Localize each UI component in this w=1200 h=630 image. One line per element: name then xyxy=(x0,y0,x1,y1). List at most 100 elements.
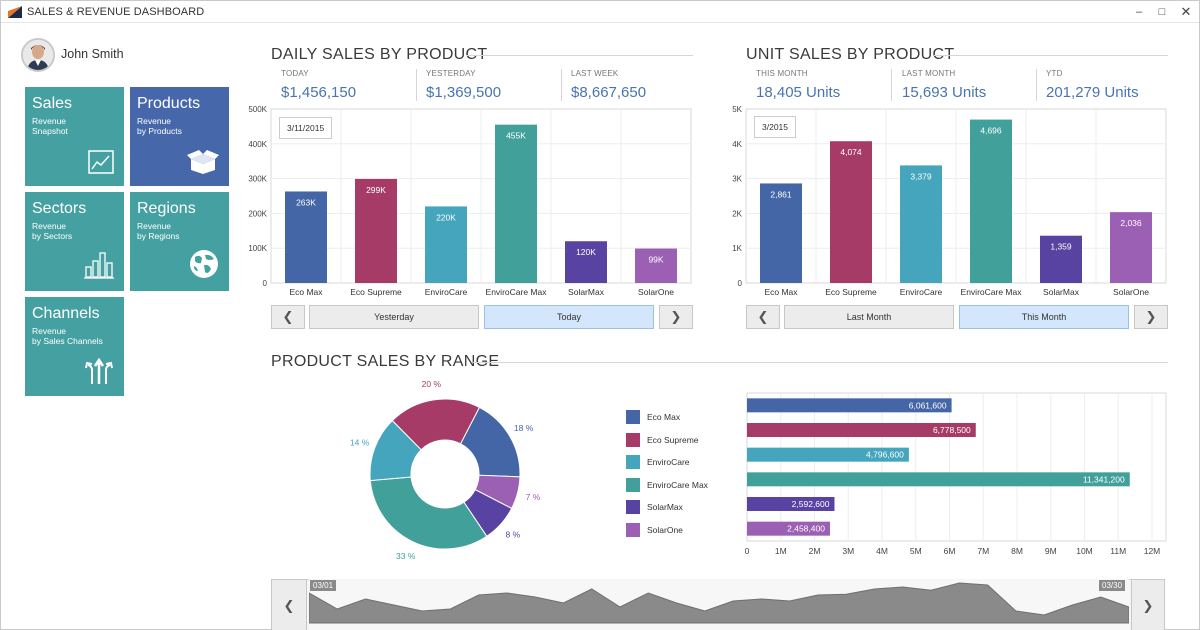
user-photo-icon xyxy=(23,40,53,70)
data-label: 6,778,500 xyxy=(933,425,971,435)
bar xyxy=(425,206,467,283)
section-divider xyxy=(466,55,693,56)
channels-icon xyxy=(85,357,113,384)
unit-sales-chart: 0 1K 2K 3K 4K 5K 2,861 Eco Max 4,074 Eco Supreme 3… xyxy=(732,105,1167,297)
range-hbar-chart: 0 1M 2M 3M 4M 5M 6M 7M 8M 9M 10M 11M 12M 6,061,600 6,7… xyxy=(745,392,1167,556)
x-tick-label: 8M xyxy=(1011,546,1023,556)
y-tick-label: 200K xyxy=(248,209,267,218)
legend-label: SolarOne xyxy=(647,524,683,535)
x-tick-label: EnviroCare Max xyxy=(486,287,548,297)
area-series xyxy=(309,582,1129,624)
bar xyxy=(1110,212,1152,283)
tile-subtitle: Revenue xyxy=(32,326,67,336)
data-label: 6,061,600 xyxy=(909,400,947,410)
range-navigator-area xyxy=(309,579,1129,630)
x-tick-label: EnviroCare Max xyxy=(961,287,1023,297)
y-tick-label: 2K xyxy=(732,209,742,218)
range-end-label[interactable]: 03/30 xyxy=(1099,580,1126,591)
close-button[interactable]: ✕ xyxy=(1180,4,1192,19)
slice-label: 8 % xyxy=(506,530,521,540)
bar xyxy=(900,165,942,283)
bar-chart-icon xyxy=(84,252,114,279)
data-label: 2,592,600 xyxy=(792,499,830,509)
unit-this-month-button[interactable]: This Month xyxy=(959,305,1129,329)
bar xyxy=(747,423,976,437)
daily-today-button[interactable]: Today xyxy=(484,305,654,329)
window-title: SALES & REVENUE DASHBOARD xyxy=(27,6,205,18)
legend-label: Eco Supreme xyxy=(647,434,699,445)
data-label: 4,796,600 xyxy=(866,450,904,460)
unit-next-button[interactable]: ❯ xyxy=(1134,305,1168,329)
data-label: 4,074 xyxy=(840,147,862,157)
data-label: 2,861 xyxy=(770,189,792,199)
unit-prev-button[interactable]: ❮ xyxy=(746,305,780,329)
y-tick-label: 500K xyxy=(248,105,267,114)
title-bar: SALES & REVENUE DASHBOARD – □ ✕ xyxy=(1,1,1199,23)
slice-label: 14 % xyxy=(350,438,370,448)
app-logo-icon xyxy=(8,6,22,18)
tile-sectors[interactable]: Sectors Revenue by Sectors xyxy=(25,192,124,291)
tile-subtitle: Revenue xyxy=(32,116,67,126)
legend-label: Eco Max xyxy=(647,412,681,422)
data-label: 220K xyxy=(436,212,456,222)
y-tick-label: 4K xyxy=(732,140,742,149)
tile-channels[interactable]: Channels Revenue by Sales Channels xyxy=(25,297,124,396)
kpi-divider xyxy=(561,69,562,101)
tile-title: Products xyxy=(137,95,201,112)
kpi-value: 15,693 Units xyxy=(902,84,987,101)
slice-label: 7 % xyxy=(526,492,541,502)
minimize-button[interactable]: – xyxy=(1135,6,1143,18)
data-label: 120K xyxy=(576,247,596,257)
x-tick-label: EnviroCare xyxy=(900,287,943,297)
bar xyxy=(495,124,537,283)
slice-label: 33 % xyxy=(396,551,416,561)
bar xyxy=(355,178,397,283)
range-title: PRODUCT SALES BY RANGE xyxy=(271,353,500,370)
legend-swatch xyxy=(626,410,640,424)
range-prev-button[interactable]: ❮ xyxy=(271,579,307,630)
x-tick-label: 1M xyxy=(775,546,787,556)
maximize-button[interactable]: □ xyxy=(1158,6,1166,18)
tile-subtitle: Revenue xyxy=(32,221,67,231)
tile-title: Channels xyxy=(32,305,100,322)
globe-icon xyxy=(190,250,218,278)
daily-sales-chart: 0 100K 200K 300K 400K 500K 263K Eco Max 299K Eco … xyxy=(248,105,692,297)
kpi-value: 18,405 Units xyxy=(756,84,841,101)
kpi-label: YESTERDAY xyxy=(426,69,476,78)
daily-yesterday-button[interactable]: Yesterday xyxy=(309,305,479,329)
x-tick-label: Eco Supreme xyxy=(350,287,402,297)
kpi-divider xyxy=(416,69,417,101)
x-tick-label: Eco Max xyxy=(289,287,323,297)
kpi-divider xyxy=(891,69,892,101)
tile-regions[interactable]: Regions Revenue by Regions xyxy=(130,192,229,291)
data-label: 455K xyxy=(506,131,526,141)
tile-sales[interactable]: Sales Revenue Snapshot xyxy=(25,87,124,186)
data-label: 11,341,200 xyxy=(1083,474,1125,484)
kpi-label: TODAY xyxy=(281,69,309,78)
bar xyxy=(747,521,830,536)
kpi-label: LAST MONTH xyxy=(902,69,956,78)
daily-next-button[interactable]: ❯ xyxy=(659,305,693,329)
legend-swatch xyxy=(626,500,640,514)
range-start-label[interactable]: 03/01 xyxy=(310,580,337,591)
legend-swatch xyxy=(626,477,640,492)
unit-last-month-button[interactable]: Last Month xyxy=(784,305,954,329)
daily-prev-button[interactable]: ❮ xyxy=(271,305,305,329)
kpi-yesterday: YESTERDAY $1,369,500 xyxy=(426,69,501,103)
section-divider xyxy=(473,362,1168,363)
kpi-value: $1,369,500 xyxy=(426,84,502,101)
x-tick-label: SolarOne xyxy=(638,287,674,297)
tile-subtitle: by Sales Channels xyxy=(32,336,103,346)
range-next-button[interactable]: ❯ xyxy=(1131,579,1165,630)
x-tick-label: Eco Max xyxy=(764,287,798,297)
slice-label: 18 % xyxy=(514,423,534,433)
x-tick-label: 7M xyxy=(977,546,989,556)
slice-label: 20 % xyxy=(422,379,442,389)
x-tick-label: Eco Supreme xyxy=(825,287,877,297)
tile-subtitle: Snapshot xyxy=(32,126,68,136)
bar xyxy=(1040,235,1082,283)
legend-swatch xyxy=(626,432,640,447)
tile-products[interactable]: Products Revenue by Products xyxy=(130,87,229,186)
bar xyxy=(830,141,872,283)
